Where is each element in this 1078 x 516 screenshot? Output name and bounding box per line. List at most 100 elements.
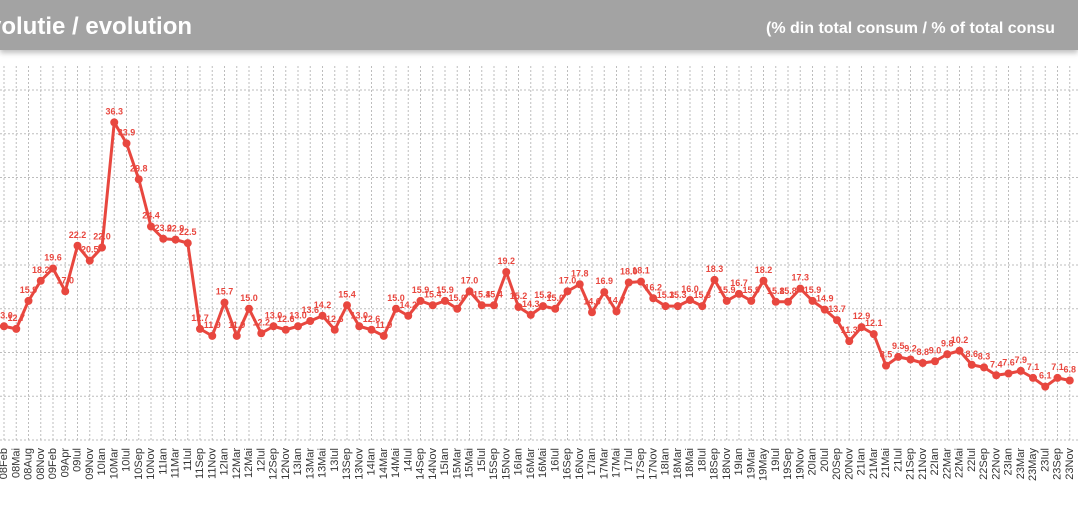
- x-tick-label: 09Feb: [47, 448, 59, 479]
- data-label: 15.4: [424, 289, 442, 299]
- x-tick-label: 20Sep: [831, 448, 843, 480]
- data-point: [551, 304, 560, 313]
- data-label: 15.9: [436, 285, 454, 295]
- data-point: [171, 235, 180, 244]
- data-point: [980, 363, 988, 372]
- x-tick-label: 22Mai: [954, 448, 966, 478]
- data-label: 15.0: [240, 293, 258, 303]
- x-tick-label: 16Sep: [562, 448, 574, 480]
- data-point: [637, 277, 645, 286]
- data-point: [465, 287, 474, 296]
- data-point: [784, 297, 792, 306]
- data-label: 8.3: [978, 351, 991, 361]
- data-point: [392, 304, 400, 313]
- x-tick-label: 11Sep: [194, 448, 206, 479]
- x-tick-label: 18Ian: [660, 448, 672, 476]
- x-tick-label: 12Iul: [255, 448, 267, 472]
- x-tick-label: 13Nov: [353, 448, 365, 480]
- x-tick-label: 17Ian: [586, 448, 598, 476]
- x-tick-label: 21Mai: [880, 448, 892, 478]
- data-point: [245, 304, 253, 313]
- data-label: 16.0: [681, 284, 699, 294]
- x-tick-label: 10Sep: [133, 448, 145, 480]
- data-point: [110, 118, 119, 127]
- x-tick-label: 15Iul: [476, 448, 488, 472]
- data-point: [624, 278, 633, 287]
- data-label: 12.6: [363, 314, 381, 324]
- data-point: [833, 316, 841, 325]
- data-point: [575, 280, 584, 289]
- x-tick-label: 19Mar: [745, 448, 757, 480]
- x-tick-label: 13Sep: [341, 448, 353, 480]
- data-label: 14.2: [314, 300, 332, 310]
- data-point: [355, 322, 364, 331]
- data-label: 13.0: [289, 310, 307, 320]
- line-chart: 13.012.715.918.219.617.022.220.522.036.3…: [0, 66, 1078, 481]
- x-tick-label: 11Ian: [157, 448, 169, 475]
- data-point: [869, 330, 878, 339]
- data-point: [857, 323, 866, 332]
- data-point: [931, 357, 939, 366]
- chart-header: volutie / evolution (% din total consum …: [0, 0, 1078, 50]
- x-tick-label: 16Mai: [537, 448, 549, 478]
- data-point: [526, 310, 535, 319]
- x-tick-label: 16Ian: [513, 448, 525, 476]
- x-tick-label: 18Sep: [709, 448, 721, 480]
- data-point: [1053, 373, 1062, 382]
- data-label: 23.0: [154, 223, 172, 233]
- x-tick-label: 14Ian: [366, 448, 378, 476]
- data-label: 19.2: [497, 256, 515, 266]
- data-label: 17.3: [791, 273, 809, 283]
- data-point: [183, 239, 192, 248]
- data-point: [1041, 382, 1050, 391]
- data-label: 14.6: [583, 296, 601, 306]
- x-tick-label: 17Sep: [635, 448, 647, 480]
- data-label: 7.9: [1014, 355, 1027, 365]
- x-tick-label: 22Nov: [990, 448, 1002, 480]
- data-point: [1065, 376, 1074, 385]
- data-label: 17.8: [571, 268, 589, 278]
- data-label: 13.0: [350, 310, 368, 320]
- data-point: [208, 331, 217, 340]
- data-point: [502, 268, 511, 276]
- data-point: [563, 287, 572, 296]
- data-point: [122, 139, 131, 148]
- data-label: 17.0: [559, 275, 577, 285]
- data-label: 12.7: [191, 313, 209, 323]
- data-point: [612, 307, 621, 316]
- data-label: 14.9: [816, 294, 834, 304]
- x-tick-label: 17Mai: [611, 448, 623, 478]
- data-point: [281, 325, 290, 334]
- data-label: 12.1: [865, 318, 883, 328]
- x-tick-label: 20Nov: [843, 448, 855, 480]
- data-point: [220, 298, 229, 307]
- x-tick-label: 23Ian: [1003, 448, 1015, 476]
- data-label: 9.8: [941, 338, 954, 348]
- data-point: [808, 296, 817, 305]
- x-tick-label: 11Nov: [206, 448, 218, 479]
- data-label: 15.9: [804, 285, 822, 295]
- data-label: 7.1: [1051, 362, 1064, 372]
- data-label: 11.9: [375, 320, 392, 330]
- data-label: 15.0: [448, 293, 466, 303]
- x-tick-label: 18Iul: [696, 448, 708, 472]
- data-point: [379, 331, 388, 340]
- data-point: [649, 294, 658, 303]
- points-layer: [0, 118, 1074, 391]
- data-label: 29.8: [130, 163, 148, 173]
- x-tick-label: 23Nov: [1064, 448, 1076, 480]
- data-label: 15.3: [657, 290, 675, 300]
- data-label: 24.4: [142, 211, 160, 221]
- x-tick-label: 22Ian: [929, 448, 941, 476]
- data-point: [318, 311, 327, 320]
- data-label: 15.8: [779, 286, 797, 296]
- data-point: [36, 276, 45, 285]
- data-point: [477, 301, 486, 310]
- data-label: 11.9: [228, 320, 245, 330]
- data-point: [61, 287, 70, 296]
- data-point: [882, 361, 890, 370]
- data-point: [796, 284, 805, 293]
- data-point: [98, 243, 106, 252]
- data-label: 15.9: [20, 285, 38, 295]
- x-tick-label: 19Nov: [794, 448, 806, 480]
